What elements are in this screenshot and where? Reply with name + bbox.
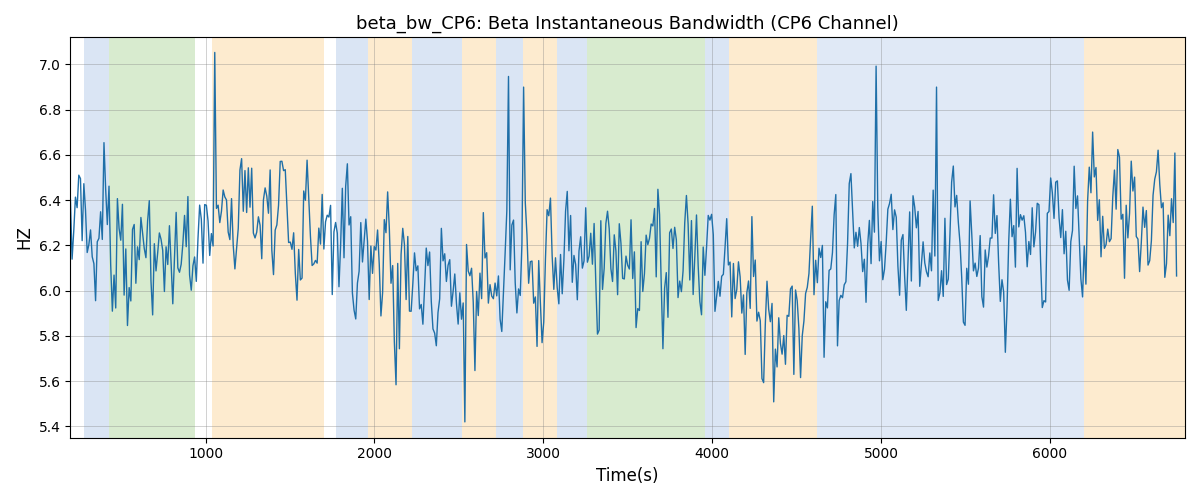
- Bar: [1084, 38, 1186, 438]
- Bar: [706, 38, 730, 438]
- Bar: [336, 38, 367, 438]
- Bar: [1067, 38, 1084, 438]
- Bar: [367, 38, 412, 438]
- Bar: [412, 38, 462, 438]
- Bar: [523, 38, 557, 438]
- Bar: [496, 38, 523, 438]
- Bar: [730, 38, 817, 438]
- Bar: [84, 38, 109, 438]
- X-axis label: Time(s): Time(s): [596, 467, 659, 485]
- Bar: [109, 38, 196, 438]
- Bar: [557, 38, 587, 438]
- Bar: [817, 38, 1067, 438]
- Bar: [587, 38, 706, 438]
- Y-axis label: HZ: HZ: [14, 226, 32, 250]
- Title: beta_bw_CP6: Beta Instantaneous Bandwidth (CP6 Channel): beta_bw_CP6: Beta Instantaneous Bandwidt…: [356, 15, 899, 34]
- Bar: [462, 38, 496, 438]
- Bar: [212, 38, 324, 438]
